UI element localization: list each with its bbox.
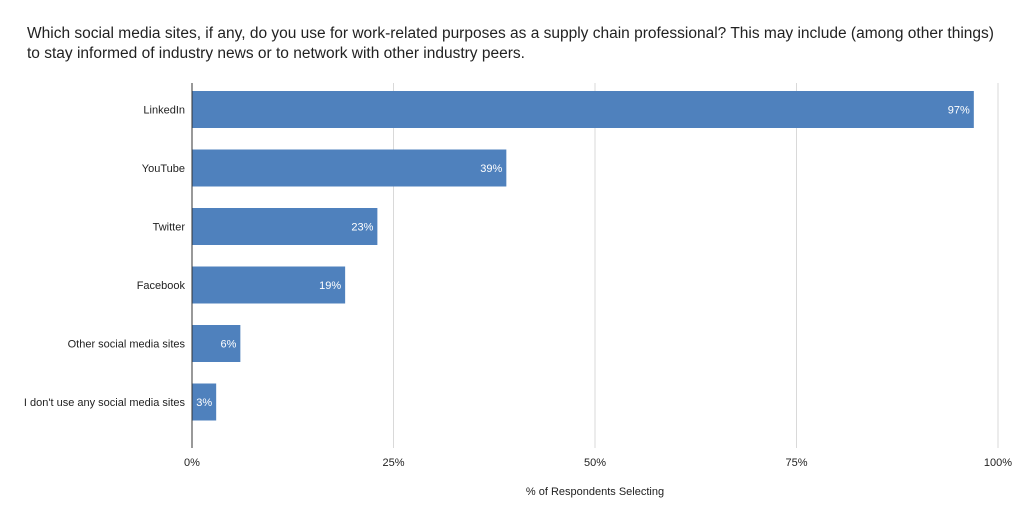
category-label: I don't use any social media sites: [24, 397, 186, 409]
category-label: Other social media sites: [68, 339, 186, 351]
bar: [192, 383, 217, 421]
category-label: LinkedIn: [143, 105, 185, 117]
category-label: Facebook: [137, 280, 186, 292]
x-tick-label: 0%: [184, 457, 200, 469]
data-label: 6%: [220, 339, 236, 351]
bar: [192, 149, 507, 187]
data-label: 19%: [319, 280, 341, 292]
bar: [192, 266, 346, 304]
x-tick-label: 75%: [785, 457, 807, 469]
x-tick-label: 50%: [584, 457, 606, 469]
x-axis-ticks: 0% 25% 50% 75% 100%: [184, 457, 1012, 469]
chart-title: Which social media sites, if any, do you…: [27, 25, 994, 62]
category-labels: LinkedIn YouTube Twitter Facebook Other soci…: [24, 105, 186, 410]
x-axis-title: % of Respondents Selecting: [526, 486, 664, 498]
category-label: Twitter: [153, 222, 186, 234]
data-label: 23%: [351, 222, 373, 234]
bar: [192, 208, 378, 245]
data-label: 97%: [948, 105, 970, 117]
data-label: 39%: [480, 163, 502, 175]
x-tick-label: 100%: [984, 457, 1012, 469]
bar: [192, 91, 974, 128]
data-label: 3%: [196, 397, 212, 409]
x-tick-label: 25%: [382, 457, 404, 469]
bars: 97% 39% 23% 19% 6% 3%: [192, 91, 974, 421]
bar: [192, 325, 241, 362]
gridlines: [393, 83, 999, 448]
category-label: YouTube: [142, 163, 185, 175]
